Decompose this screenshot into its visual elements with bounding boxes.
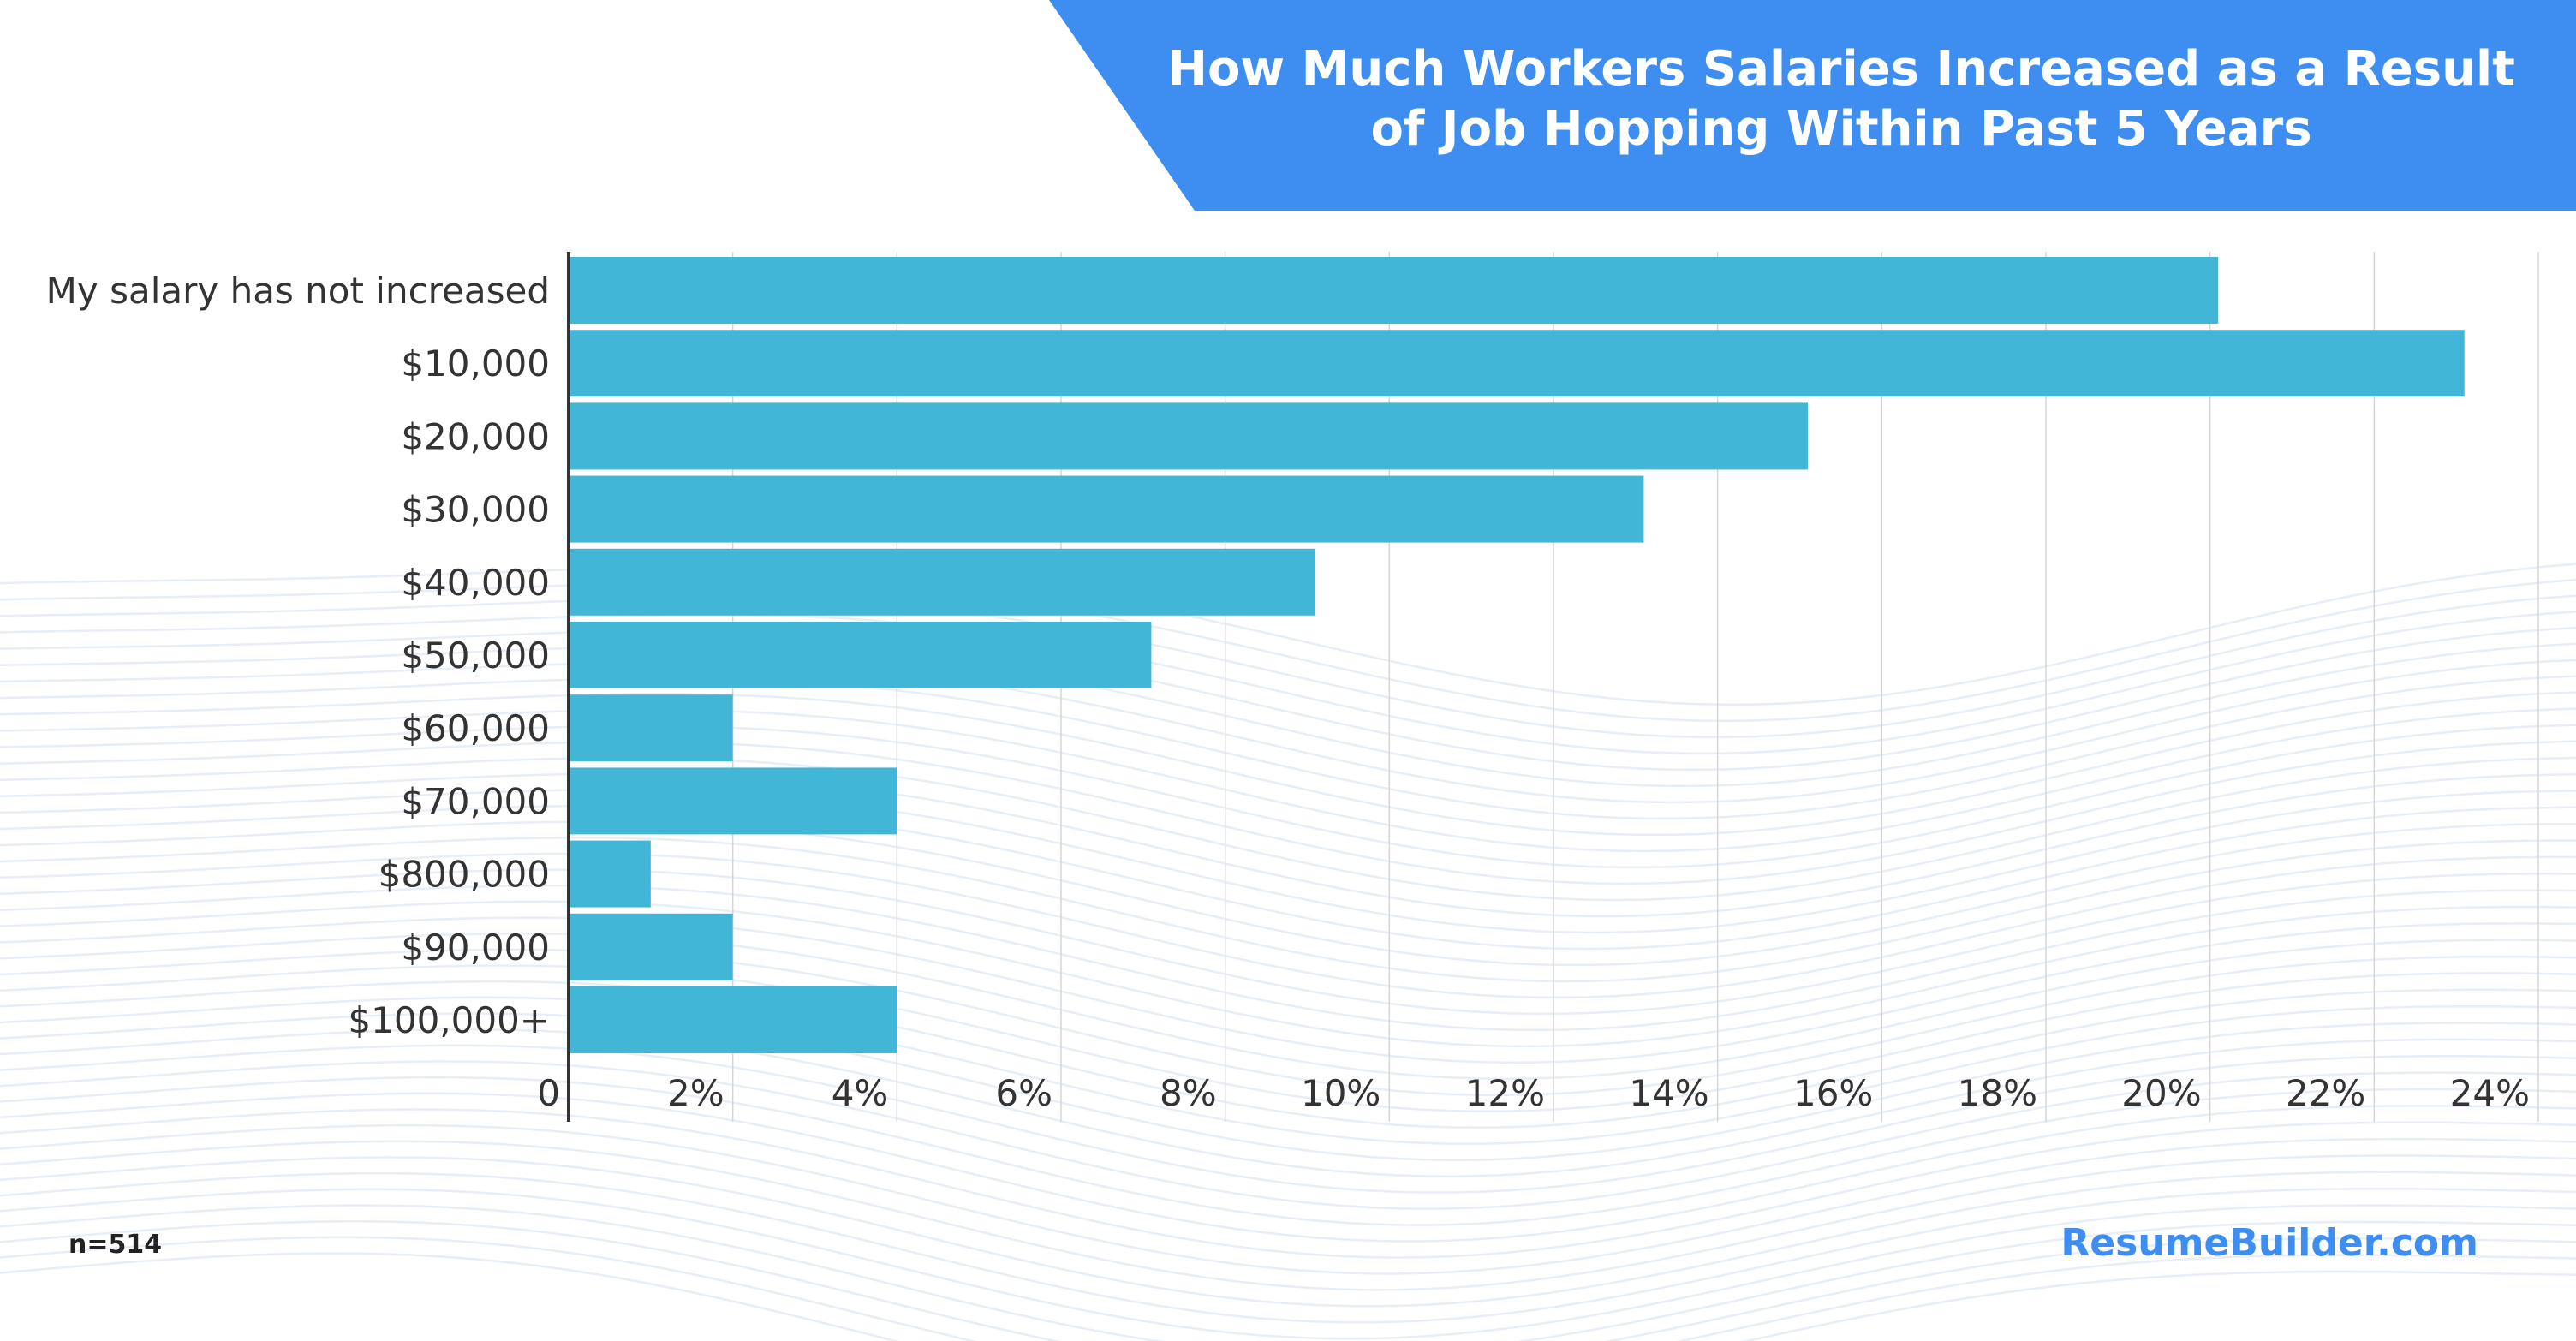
wave-line: [0, 659, 2576, 804]
category-label: $10,000: [401, 343, 550, 384]
wave-line: [0, 980, 2576, 1129]
wave-line: [0, 964, 2576, 1113]
wave-line: [0, 1236, 2576, 1341]
wave-line: [0, 789, 2576, 934]
wave-line: [0, 1012, 2576, 1161]
wave-line: [0, 578, 2576, 723]
tick-label: 16%: [1793, 1072, 1873, 1114]
wave-line: [0, 772, 2576, 918]
tick-label: 18%: [1958, 1072, 2037, 1114]
category-label: $100,000+: [348, 999, 550, 1041]
wave-line: [0, 1108, 2576, 1259]
wave-line: [0, 756, 2576, 902]
tick-label: 14%: [1629, 1072, 1708, 1114]
bar: [569, 548, 1316, 616]
wave-line: [0, 691, 2576, 837]
chart-title-line-2: of Job Hopping Within Past 5 Years: [1370, 101, 2312, 157]
tick-label: 20%: [2121, 1072, 2201, 1114]
wave-line: [0, 1219, 2576, 1341]
category-label: $800,000: [379, 854, 550, 896]
category-label: $40,000: [401, 562, 550, 604]
wave-line: [0, 642, 2576, 788]
wave-line: [0, 948, 2576, 1097]
tick-label: 4%: [832, 1072, 889, 1114]
wave-line: [0, 1092, 2576, 1243]
wave-line: [0, 820, 2576, 967]
tick-label: 10%: [1301, 1072, 1380, 1114]
category-label: $30,000: [401, 489, 550, 531]
wave-line: [0, 916, 2576, 1064]
wave-line: [0, 996, 2576, 1145]
brand-logo-text[interactable]: ResumeBuilder.com: [2060, 1221, 2478, 1265]
category-label: $60,000: [401, 707, 550, 749]
wave-line: [0, 1252, 2576, 1341]
wave-line: [0, 1156, 2576, 1308]
bar: [569, 694, 733, 762]
sample-size-note: n=514: [69, 1230, 163, 1260]
chart-title: How Much Workers Salaries Increased as a…: [1113, 39, 2569, 159]
tick-label: 0: [537, 1072, 560, 1114]
category-label: My salary has not increased: [46, 270, 550, 312]
wave-line: [0, 1028, 2576, 1177]
wave-line: [0, 611, 2576, 755]
wave-line: [0, 868, 2576, 1016]
wave-line: [0, 1171, 2576, 1324]
wave-line: [0, 1140, 2576, 1291]
wave-line: [0, 884, 2576, 1032]
wave-line: [0, 724, 2576, 869]
bar: [569, 986, 897, 1053]
wave-line: [0, 1076, 2576, 1226]
tick-label: 6%: [995, 1072, 1052, 1114]
tick-label: 8%: [1160, 1072, 1217, 1114]
bar: [569, 257, 2219, 324]
tick-label: 24%: [2450, 1072, 2530, 1114]
category-label: $50,000: [401, 635, 550, 676]
bar: [569, 840, 651, 908]
tick-label: 2%: [667, 1072, 724, 1114]
tick-label: 12%: [1465, 1072, 1545, 1114]
category-label: $20,000: [401, 415, 550, 457]
wave-line: [0, 900, 2576, 1048]
bar: [569, 767, 897, 835]
bar: [569, 475, 1644, 543]
bar: [569, 402, 1809, 470]
wave-line: [0, 1060, 2576, 1210]
wave-line: [0, 563, 2576, 706]
bar: [569, 330, 2465, 397]
chart-title-line-1: How Much Workers Salaries Increased as a…: [1167, 41, 2515, 97]
wave-line: [0, 837, 2576, 983]
wave-line: [0, 1044, 2576, 1194]
wave-line: [0, 740, 2576, 885]
title-banner: [1049, 0, 2576, 211]
wave-line: [0, 804, 2576, 951]
wave-line: [0, 1188, 2576, 1340]
tick-label: 22%: [2286, 1072, 2365, 1114]
wave-line: [0, 626, 2576, 772]
bar: [569, 913, 733, 980]
wave-line: [0, 1123, 2576, 1275]
wave-line: [0, 594, 2576, 739]
category-label: $70,000: [401, 780, 550, 822]
category-label: $90,000: [401, 927, 550, 968]
wave-line: [0, 852, 2576, 999]
wave-line: [0, 675, 2576, 820]
bar: [569, 622, 1152, 688]
wave-line: [0, 932, 2576, 1081]
wave-line: [0, 707, 2576, 853]
wave-line: [0, 1204, 2576, 1341]
